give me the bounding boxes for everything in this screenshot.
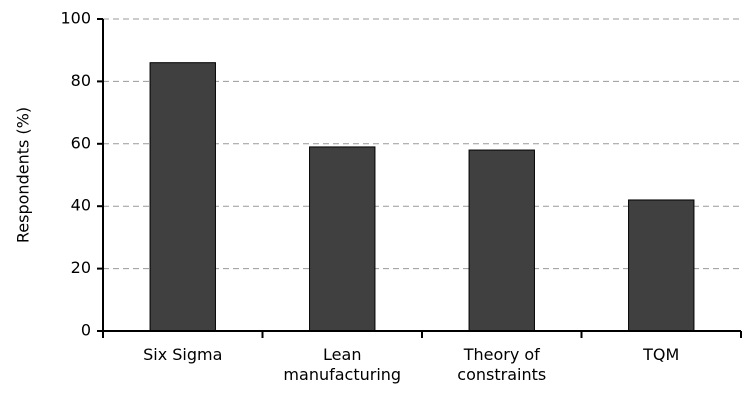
y-tick-label: 40 [71,196,91,215]
y-tick-label: 20 [71,258,91,277]
x-tick-label: Lean manufacturing [283,345,402,384]
y-tick-label: 60 [71,133,91,152]
y-tick-label: 80 [71,71,91,90]
x-tick-label: Six Sigma [143,345,223,364]
bar [149,62,216,332]
x-tick-label: Theory of constraints [457,345,547,384]
y-tick-label: 0 [81,321,91,340]
y-tick-label: 100 [60,9,91,28]
y-axis-title: Respondents (%) [14,107,33,243]
bar [628,199,695,332]
bar [309,146,376,332]
x-tick-label: TQM [643,345,680,364]
bar [468,149,535,332]
